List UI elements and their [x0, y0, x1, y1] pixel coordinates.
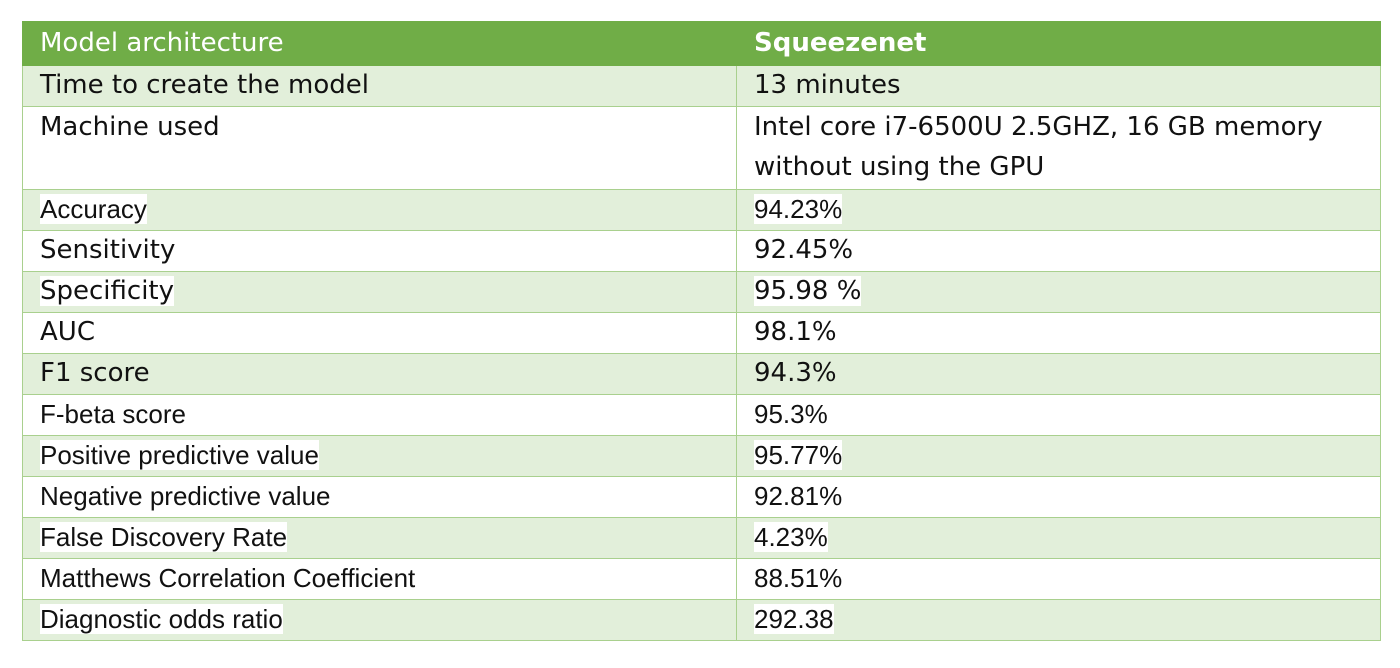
- metric-label: Diagnostic odds ratio: [22, 599, 737, 641]
- table-row: Time to create the model 13 minutes: [22, 65, 1381, 107]
- metric-value: 95.98 %: [736, 271, 1381, 313]
- metric-value: 92.81%: [736, 476, 1381, 518]
- metric-value: 292.38: [736, 599, 1381, 641]
- metric-label-text: Diagnostic odds ratio: [40, 604, 283, 634]
- metric-label: Negative predictive value: [22, 476, 737, 518]
- metric-value: 98.1%: [736, 312, 1381, 354]
- metric-label: AUC: [22, 312, 737, 354]
- metric-value: 95.77%: [736, 435, 1381, 477]
- table-row: F1 score 94.3%: [22, 353, 1381, 395]
- table-row: Negative predictive value 92.81%: [22, 476, 1381, 518]
- table-row: Matthews Correlation Coefficient 88.51%: [22, 558, 1381, 600]
- table-row: Sensitivity 92.45%: [22, 230, 1381, 272]
- metric-value: 94.23%: [736, 189, 1381, 231]
- metric-value-text: 4.23%: [754, 522, 828, 552]
- model-metrics-table: Model architecture Squeezenet Time to cr…: [22, 21, 1381, 641]
- table-row: False Discovery Rate 4.23%: [22, 517, 1381, 559]
- metric-value-text: 94.23%: [754, 194, 843, 224]
- table-row: Specificity 95.98 %: [22, 271, 1381, 313]
- metric-label: F-beta score: [22, 394, 737, 436]
- metric-label: False Discovery Rate: [22, 517, 737, 559]
- metric-value: 92.45%: [736, 230, 1381, 272]
- metric-value: Intel core i7-6500U 2.5GHZ, 16 GB memory…: [736, 106, 1381, 190]
- metric-label: Matthews Correlation Coefficient: [22, 558, 737, 600]
- metric-label: Accuracy: [22, 189, 737, 231]
- metric-value: 4.23%: [736, 517, 1381, 559]
- metric-label: Machine used: [22, 106, 737, 190]
- table-row: Diagnostic odds ratio 292.38: [22, 599, 1381, 641]
- metric-label-text: Accuracy: [40, 194, 147, 224]
- metric-value-text: 292.38: [754, 604, 834, 634]
- table-row: AUC 98.1%: [22, 312, 1381, 354]
- metric-value-text: 95.77%: [754, 440, 843, 470]
- metric-label: F1 score: [22, 353, 737, 395]
- table-row: Positive predictive value 95.77%: [22, 435, 1381, 477]
- metric-value-text: 95.98 %: [754, 276, 862, 306]
- metric-value: 95.3%: [736, 394, 1381, 436]
- table-row: Accuracy 94.23%: [22, 189, 1381, 231]
- results-table-container: Model architecture Squeezenet Time to cr…: [22, 21, 1381, 641]
- metric-label: Specificity: [22, 271, 737, 313]
- metric-label-text: Positive predictive value: [40, 440, 319, 470]
- header-label-cell: Model architecture: [22, 21, 737, 66]
- metric-value: 88.51%: [736, 558, 1381, 600]
- metric-value: 13 minutes: [736, 65, 1381, 107]
- table-row: Machine used Intel core i7-6500U 2.5GHZ,…: [22, 106, 1381, 190]
- metric-value: 94.3%: [736, 353, 1381, 395]
- metric-label: Time to create the model: [22, 65, 737, 107]
- metric-label-text: False Discovery Rate: [40, 522, 288, 552]
- table-row: F-beta score 95.3%: [22, 394, 1381, 436]
- metric-label-text: Specificity: [40, 276, 174, 306]
- metric-label: Sensitivity: [22, 230, 737, 272]
- table-header-row: Model architecture Squeezenet: [22, 21, 1381, 66]
- metric-label: Positive predictive value: [22, 435, 737, 477]
- header-value-cell: Squeezenet: [736, 21, 1381, 66]
